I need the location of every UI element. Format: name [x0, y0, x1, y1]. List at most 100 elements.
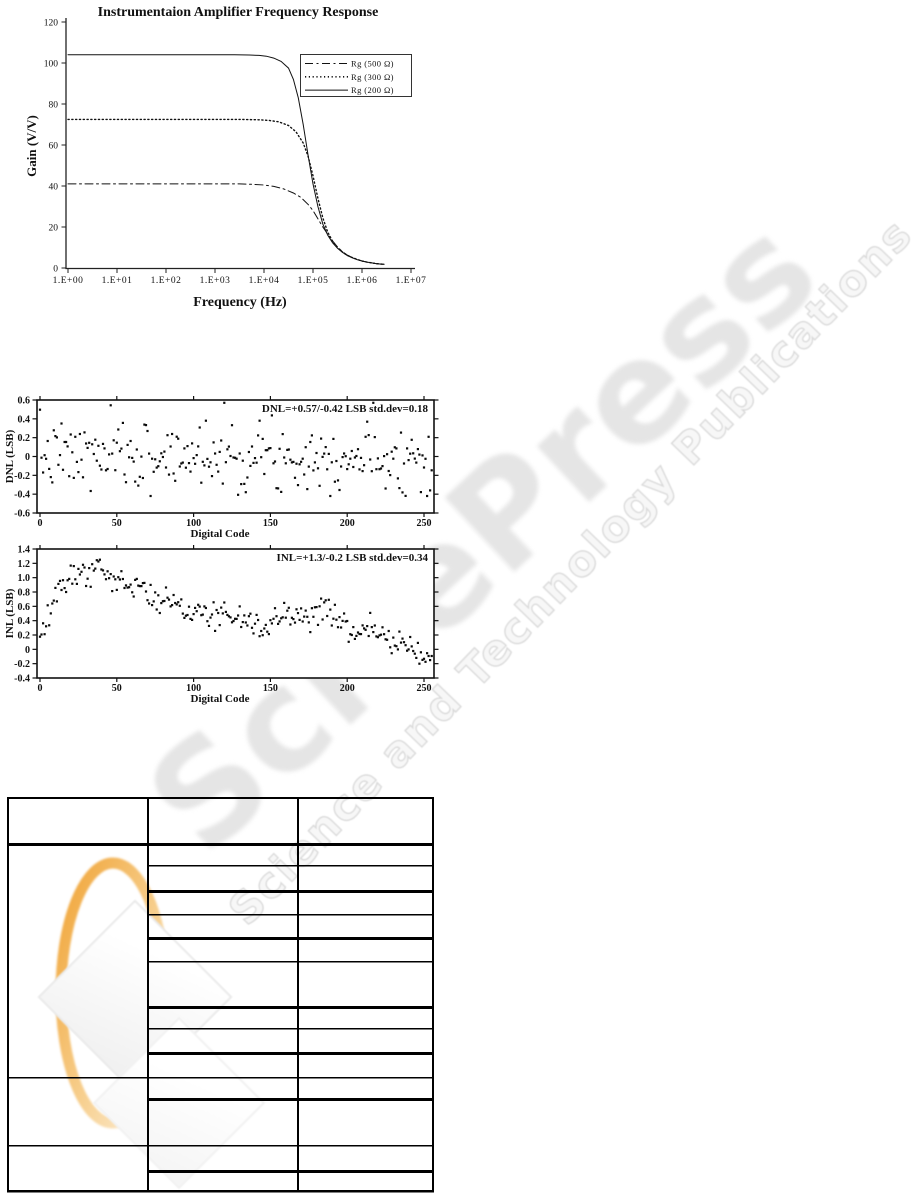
- scatter-point: [229, 616, 232, 619]
- scatter-point: [295, 608, 298, 611]
- results-table: [7, 797, 434, 1193]
- scatter-point: [375, 468, 378, 471]
- scatter-point: [315, 451, 318, 455]
- scatter-point: [235, 617, 238, 620]
- scatter-point: [307, 465, 310, 468]
- table-row-rule: [147, 865, 434, 867]
- scatter-point: [210, 613, 214, 616]
- scatter-point: [313, 606, 316, 609]
- scatter-point: [161, 455, 164, 459]
- stats-annotation: DNL=+0.57/-0.42 LSB std.dev=0.18: [262, 403, 429, 415]
- scatter-point: [329, 494, 332, 498]
- scatter-point: [387, 629, 390, 633]
- scatter-point: [430, 469, 433, 472]
- scatter-point: [198, 605, 201, 608]
- scatter-point: [378, 634, 381, 637]
- scatter-point: [384, 638, 387, 641]
- scatter-point: [226, 613, 229, 616]
- x-tick-label: 1.E+05: [298, 276, 329, 286]
- x-tick-label: 1.E+07: [396, 276, 427, 286]
- scatter-point: [418, 662, 421, 665]
- scatter-point: [370, 470, 373, 473]
- scatter-point: [249, 612, 252, 615]
- scatter-point: [180, 598, 183, 601]
- chart-title: Instrumentaion Amplifier Frequency Respo…: [98, 5, 379, 20]
- scatter-point: [298, 618, 301, 621]
- scatter-point: [46, 439, 49, 443]
- scatter-point: [197, 603, 200, 606]
- scatter-point: [263, 627, 266, 630]
- scatter-point: [148, 452, 151, 455]
- scatter-point: [103, 573, 106, 576]
- scatter-point: [290, 461, 293, 464]
- scatter-point: [220, 606, 223, 609]
- table-row-rule: [147, 1052, 434, 1055]
- scatter-point: [75, 582, 78, 585]
- scatter-point: [316, 623, 320, 626]
- scatter-point: [143, 581, 146, 584]
- scatter-point: [45, 457, 48, 460]
- scatter-point: [57, 463, 60, 466]
- scatter-point: [166, 434, 169, 437]
- scatter-point: [55, 600, 58, 603]
- scatter-point: [187, 462, 191, 465]
- table-bottom-border: [7, 1190, 434, 1193]
- scatter-point: [296, 484, 300, 487]
- y-tick-label: 1.2: [18, 559, 31, 570]
- scatter-point: [324, 446, 327, 449]
- scatter-point: [375, 635, 378, 638]
- y-tick-label: 120: [44, 19, 59, 29]
- y-tick-label: 1.4: [18, 545, 31, 556]
- scatter-point: [177, 437, 180, 440]
- scatter-point: [207, 624, 211, 627]
- scatter-point: [349, 457, 352, 460]
- scatter-point: [92, 452, 95, 456]
- scatter-point: [65, 440, 68, 444]
- scatter-point: [158, 611, 161, 615]
- scatter-point: [416, 641, 419, 644]
- scatter-point: [234, 456, 237, 459]
- scatter-point: [217, 611, 220, 615]
- scatter-point: [312, 469, 315, 472]
- scatter-point: [157, 465, 160, 468]
- scatter-point: [194, 462, 197, 465]
- scatter-point: [137, 584, 140, 587]
- scatter-point: [204, 606, 207, 610]
- scatter-point: [108, 453, 111, 456]
- scatter-point: [106, 467, 109, 471]
- scatter-point: [332, 617, 335, 620]
- scatter-point: [355, 634, 358, 637]
- scatter-point: [429, 659, 432, 662]
- scatter-point: [40, 456, 43, 459]
- scatter-point: [118, 578, 121, 581]
- scatter-point: [341, 456, 344, 459]
- scatter-point: [88, 441, 91, 444]
- x-axis-title: Digital Code: [191, 693, 250, 705]
- table-row-rule: [147, 914, 434, 916]
- scatter-point: [270, 414, 273, 417]
- scatter-point: [57, 582, 60, 585]
- scatter-point: [304, 446, 307, 449]
- scatter-point: [94, 438, 97, 441]
- scatter-point: [152, 470, 155, 473]
- scatter-point: [152, 600, 155, 603]
- x-tick-label: 0: [38, 518, 43, 529]
- scatter-point: [415, 656, 418, 659]
- x-tick-label: 0: [38, 683, 43, 694]
- table-row-rule: [7, 843, 434, 846]
- scatter-point: [267, 633, 270, 636]
- scatter-point: [155, 608, 158, 611]
- y-tick-label: 20: [49, 224, 59, 234]
- scatter-point: [283, 601, 286, 604]
- scatter-point: [80, 570, 83, 573]
- scatter-point: [97, 444, 100, 447]
- scatter-point: [109, 404, 112, 407]
- scatter-point: [323, 452, 326, 455]
- scatter-point: [209, 461, 212, 464]
- scatter-point: [181, 461, 184, 464]
- scatter-point: [272, 462, 275, 465]
- x-tick-label: 50: [112, 683, 122, 694]
- scatter-point: [412, 452, 415, 455]
- scatter-point: [318, 484, 321, 487]
- scatter-point: [387, 469, 390, 473]
